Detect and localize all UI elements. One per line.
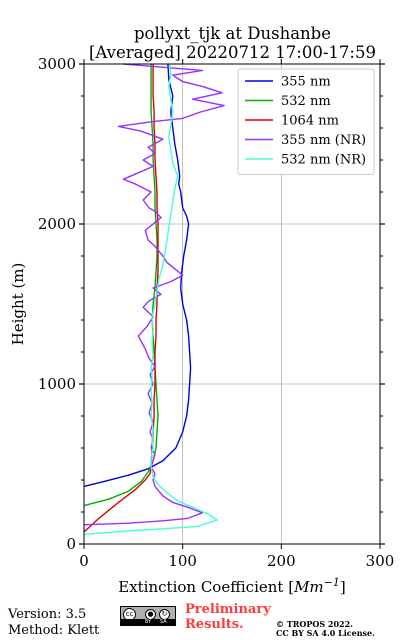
version-text: Version: 3.5: [8, 607, 87, 622]
y-tick-label: 1000: [38, 375, 76, 393]
preliminary-line2: Results.: [185, 617, 244, 632]
plot-frame: [83, 63, 381, 545]
y-tick-label: 0: [66, 535, 76, 553]
y-axis-label: Height (m): [9, 263, 27, 346]
legend-label: 1064 nm: [281, 114, 339, 129]
cc-license-badge: cc ● ↻ BY SA: [120, 606, 176, 626]
by-label: BY: [145, 619, 152, 625]
x-tick-label: 300: [366, 552, 395, 570]
x-tick-label: 100: [168, 552, 197, 570]
preliminary-line1: Preliminary: [185, 602, 271, 617]
legend-label: 355 nm: [281, 75, 331, 90]
y-tick-label: 2000: [38, 215, 76, 233]
legend: 355 nm 532 nm 1064 nm 355 nm (NR) 532 nm (NR…: [237, 68, 375, 175]
legend-label: 532 nm (NR): [281, 153, 366, 168]
legend-box: [237, 68, 375, 175]
method-text: Method: Klett: [8, 623, 100, 638]
series-line-532-nm: [83, 64, 159, 507]
copyright-line2: CC BY SA 4.0 License.: [276, 628, 375, 638]
series-line-355-nm: [83, 63, 192, 488]
chart-subtitle: [Averaged] 20220712 17:00-17:59: [89, 43, 376, 62]
preliminary-results-notice: Preliminary Results.: [185, 602, 271, 632]
x-tick-label: 0: [79, 552, 89, 570]
legend-label: 532 nm: [281, 94, 331, 109]
series-line-1064-nm: [83, 64, 159, 533]
cc-icon: cc: [123, 608, 136, 621]
y-tick-label: 3000: [38, 55, 76, 73]
copyright-notice: © TROPOS 2022. CC BY SA 4.0 License.: [276, 620, 375, 638]
x-tick-label: 200: [267, 552, 296, 570]
chart-title: pollyxt_tjk at Dushanbe: [133, 24, 331, 43]
legend-label: 355 nm (NR): [281, 133, 366, 148]
series-lines: [83, 63, 225, 536]
copyright-line1: © TROPOS 2022.: [276, 619, 353, 629]
series-line-532-nm-nr-: [83, 63, 218, 536]
sa-label: SA: [160, 619, 167, 625]
x-axis-label: Extinction Coefficient [Mm−1]: [118, 576, 345, 596]
